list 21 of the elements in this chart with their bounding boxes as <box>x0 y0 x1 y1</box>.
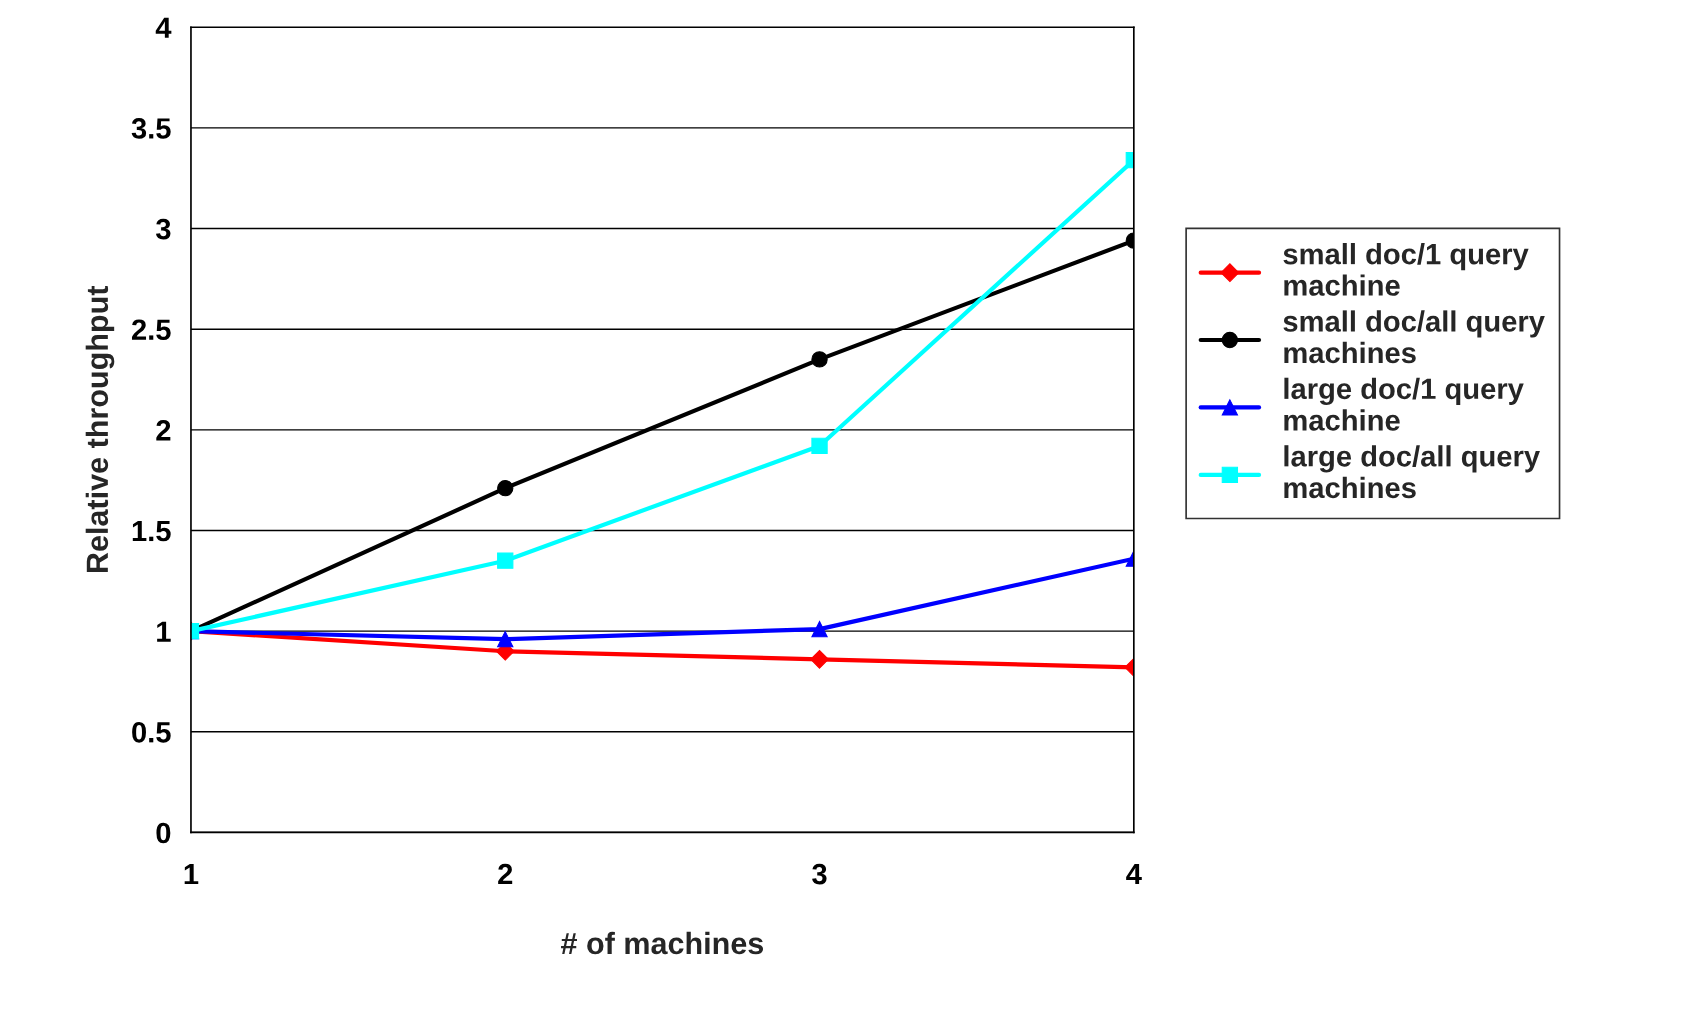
y-tick-label: 2.5 <box>131 319 171 341</box>
x-axis-title: # of machines <box>561 931 764 955</box>
x-tick-label: 2 <box>498 863 513 885</box>
x-tick-label: 1 <box>184 864 199 885</box>
x-tick-label: 4 <box>1126 864 1142 885</box>
point <box>497 480 514 497</box>
y-tick-label: 1.5 <box>132 520 171 542</box>
legend-label: large doc/all query machines <box>1284 445 1540 499</box>
point <box>811 351 828 368</box>
y-tick-label: 3.5 <box>131 118 171 139</box>
y-tick-label: 4 <box>155 17 172 38</box>
y-tick-label: 2 <box>156 420 171 441</box>
y-tick-label: 0 <box>156 822 171 844</box>
point <box>810 649 829 669</box>
point <box>811 437 828 455</box>
y-axis-title: Relative throughput <box>85 285 115 573</box>
x-tick-label: 3 <box>812 863 827 885</box>
y-tick-label: 3 <box>155 218 171 240</box>
y-tick-label: 0.5 <box>132 721 171 743</box>
point <box>497 552 514 569</box>
y-tick-label: 1 <box>157 621 171 642</box>
